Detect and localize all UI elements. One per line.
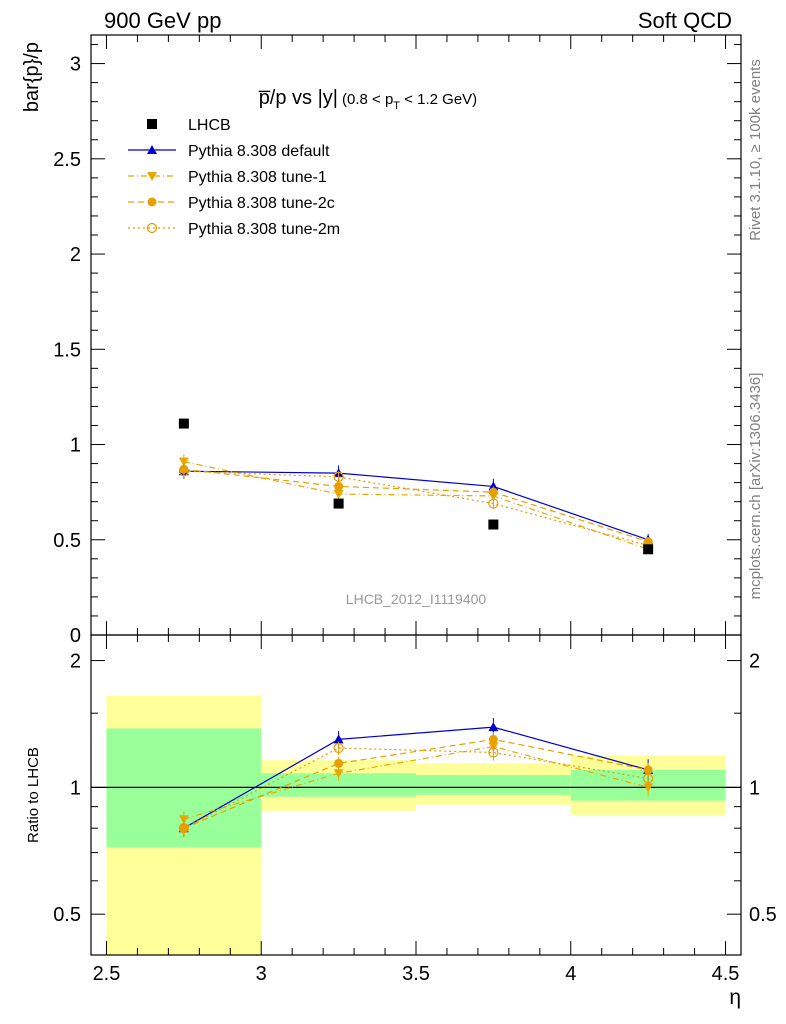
series-point [334,481,344,491]
series-line [183,468,649,543]
legend-marker [147,145,157,154]
series-point [488,498,499,509]
y-tick-label: 1.5 [53,339,81,361]
x-axis-label: η [729,986,741,1009]
ratio-point [488,734,498,744]
x-tick-label: 4.5 [712,963,740,985]
series-point [488,481,499,491]
ratio-point [178,823,189,834]
ratio-ticks: 0.5 0.5 1 1 2 2 [53,651,777,927]
x-tick-label: 3.5 [402,963,430,985]
legend-marker [147,197,157,207]
main-title-sub-start: (0.8 < p [342,91,393,108]
ratio-point [488,747,499,758]
ratio-point [333,734,344,744]
header-right: Soft QCD [638,8,732,33]
ratio-point [488,722,499,732]
series-line [183,470,649,547]
x-tick-label: 2.5 [93,963,121,985]
ratio-point [643,783,654,793]
ratio-tick-label-right: 0.5 [749,904,777,926]
y-tick-label: 0 [70,625,81,647]
ratio-tick-label: 0.5 [53,904,81,926]
legend-marker [147,119,157,129]
ratio-point [333,769,344,779]
legend-label: LHCB [188,117,231,134]
ratio-tick-label: 2 [70,651,81,673]
legend-marker [147,172,157,181]
reference-point [178,418,189,429]
reference-point [488,519,499,530]
ratio-band-green [416,774,571,795]
y-tick-label: 1 [70,435,81,457]
ratio-series-line [183,726,649,829]
ratio-y-label: Ratio to LHCB [25,747,42,843]
x-tick-label: 4 [565,963,576,985]
main-marks [178,418,654,555]
series-line [183,461,649,550]
series-line [183,470,649,541]
ratio-series-line [183,747,649,829]
series-point [333,490,344,500]
main-title-sub: (0.8 < pT < 1.2 GeV) [342,91,477,112]
series-point [178,466,189,477]
y-tick-label: 2 [70,244,81,266]
watermark: LHCB_2012_I1119400 [346,591,487,607]
main-title-sub-index: T [393,100,400,112]
ratio-tick-label-right: 2 [749,651,760,673]
ratio-point [334,758,344,768]
rivet-label: Rivet 3.1.10, ≥ 100k events [747,59,764,241]
legend-label: Pythia 8.308 tune-1 [188,169,327,186]
y-tick-label: 2.5 [53,149,81,171]
mcplots-label: mcplots.cern.ch [arXiv:1306.3436] [747,373,764,600]
ratio-series-line [183,738,649,829]
ratio-tick-label-right: 1 [749,777,760,799]
y-tick-label: 3 [70,54,81,76]
ratio-point [178,815,189,825]
series-point [488,487,498,497]
reference-point [333,498,344,509]
main-y-label: bar{p}/p [21,42,43,112]
reference-point [643,544,654,555]
legend-label: Pythia 8.308 tune-2m [188,221,340,238]
ratio-point [643,765,653,775]
ratio-band-green [261,773,416,797]
legend-marker [146,222,158,234]
x-tick-label: 3 [256,963,267,985]
ratio-point [643,773,654,784]
main-title: p̅/p vs |y| [259,87,338,109]
legend: LHCB Pythia 8.308 default Pythia 8.308 tun… [128,117,340,238]
ratio-tick-label: 1 [70,777,81,799]
main-panel: 0 0.5 1 1.5 2 2.5 3 bar{p}/p p̅/p vs |y| (0.8 … [21,34,742,647]
ratio-panel: 0.5 0.5 1 1 2 2 Ratio to LHCB [25,634,777,956]
ratio-marks [91,695,741,955]
ratio-point [333,742,344,754]
header-left: 900 GeV pp [104,8,221,33]
legend-label: Pythia 8.308 tune-2c [188,195,335,212]
x-axis-ticks: 2.5 3 3.5 4 4.5 [93,35,740,985]
legend-label: Pythia 8.308 default [188,143,330,160]
series-point [333,471,344,483]
main-ticks: 0 0.5 1 1.5 2 2.5 3 [53,44,741,647]
y-tick-label: 0.5 [53,530,81,552]
main-title-sub-end: < 1.2 GeV) [400,91,477,108]
